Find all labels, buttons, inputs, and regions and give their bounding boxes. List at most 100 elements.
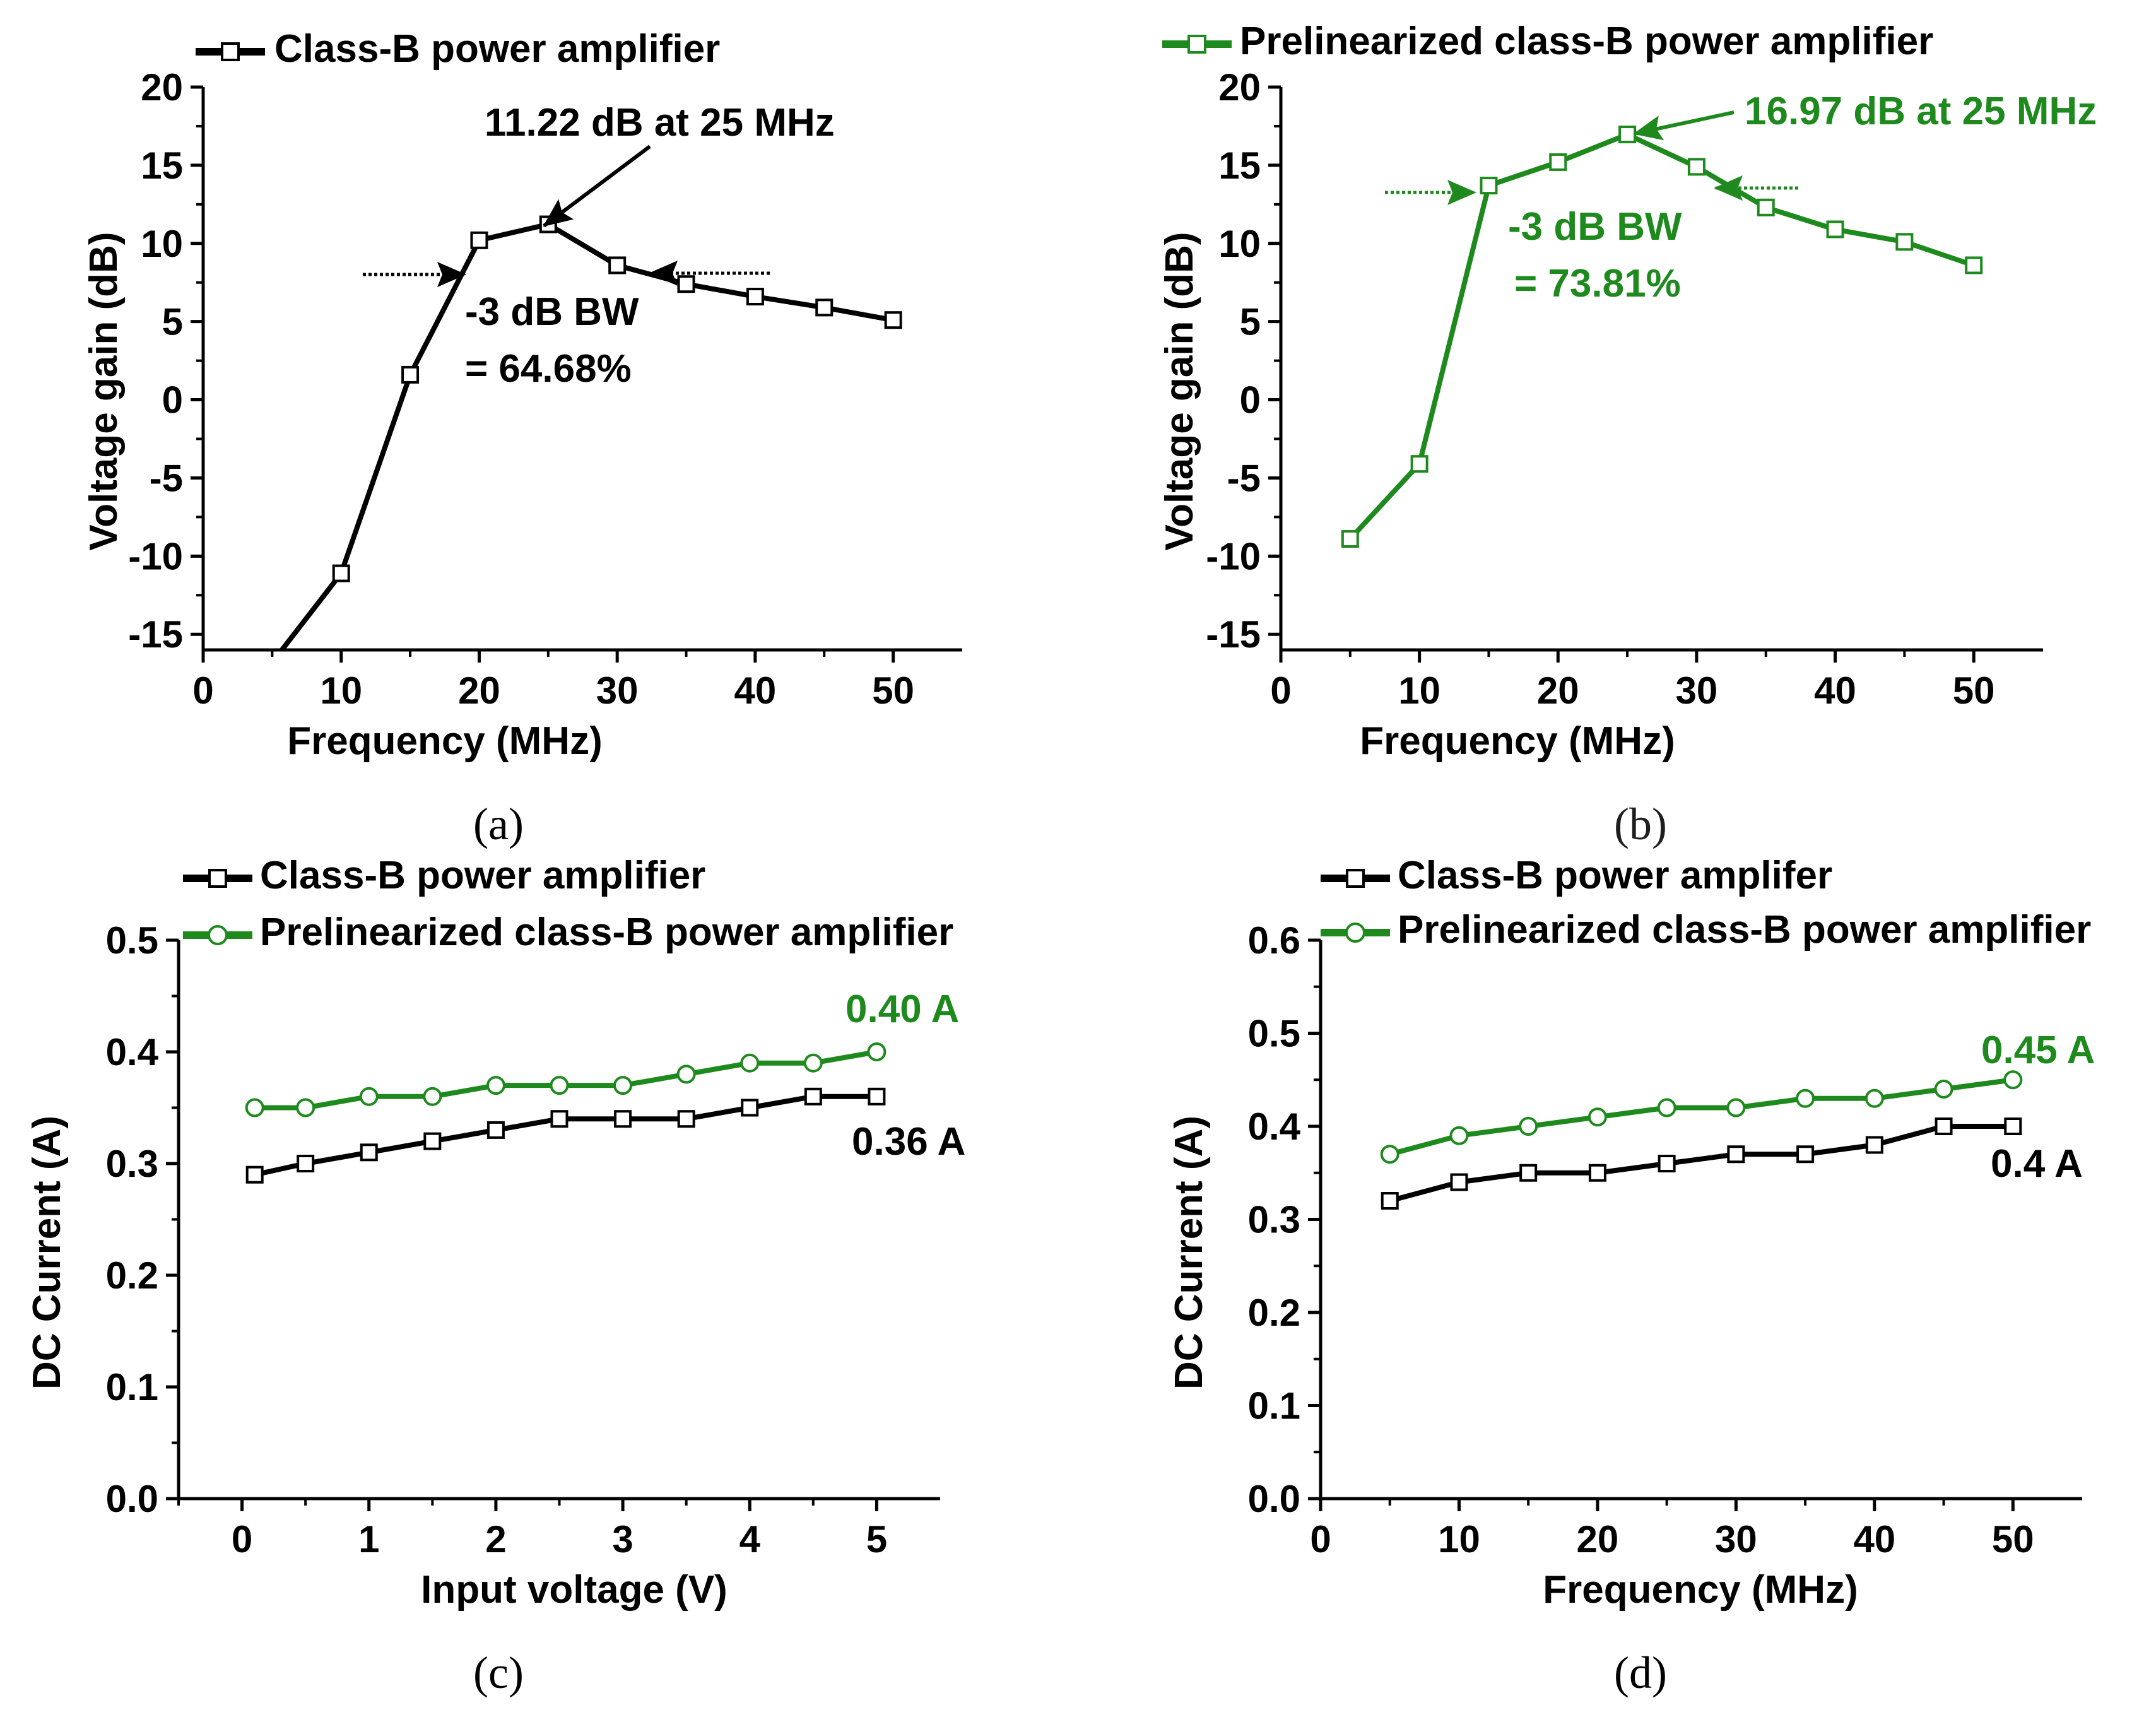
data-point [1381,1192,1399,1210]
bandwidth-annotation: -3 dB BW [465,290,639,334]
panel-b: Prelinearized class-B power amplifier 0 1… [1158,20,2097,849]
data-point [741,1099,759,1117]
data-point [677,1110,695,1128]
data-point [359,1087,379,1106]
y-tick-label: 0.4 [1248,1106,1301,1148]
data-point [803,1053,823,1073]
peak-arrow [1633,110,1735,141]
legend-label-black: Class-B power amplifer [1398,854,1832,897]
peak-annotation: 11.22 dB at 25 MHz [485,101,835,144]
y-tick-label: 20 [1218,66,1261,109]
end-value-black: 0.4 A [1991,1142,2083,1186]
legend-marker-green [1345,923,1365,943]
legend: Class-B power amplifier Prelinearized cl… [183,854,953,954]
legend-label-green: Prelinearized class-B power amplifier [260,911,953,954]
data-point [360,1143,378,1162]
y-tick-label: 0 [162,379,183,422]
y-tick-label: -15 [128,613,183,656]
bandwidth-annotation: -3 dB BW [1508,205,1682,249]
series-group [1380,1070,2023,1210]
legend-label-black: Class-B power amplifier [260,854,705,897]
data-point [1865,1136,1883,1154]
data-point [1796,1088,1815,1108]
legend-marker-green [208,925,228,945]
y-tick-label: -5 [1227,457,1261,499]
data-point [401,365,420,384]
legend-label: Class-B power amplifier [274,27,720,71]
legend-label: Prelinearized class-B power amplifier [1240,20,1933,63]
x-tick-label: 50 [1992,1518,2034,1560]
y-tick-label: 0.3 [106,1143,158,1185]
legend: Prelinearized class-B power amplifier [1162,20,1933,63]
y-axis-label: Voltage gain (dB) [82,232,126,550]
y-tick-label: 0.2 [1248,1292,1300,1334]
x-tick-label: 10 [1438,1518,1480,1560]
data-point [423,1132,442,1150]
y-axis-label: DC Current (A) [25,1116,69,1389]
y-tick-label: 0.0 [1248,1478,1300,1520]
y-tick-label: -10 [1206,535,1261,577]
y-tick-label: 5 [162,301,183,343]
x-tick-label: 30 [1676,669,1718,712]
y-tick-label: 0.1 [1248,1385,1300,1427]
data-point [1449,1126,1469,1145]
y-tick-label: 0.5 [1248,1013,1300,1055]
data-point [296,1098,315,1117]
data-point [1687,158,1705,176]
data-point [1519,1117,1538,1136]
series-line-0 [1348,132,1975,541]
x-tick-label: 40 [1814,669,1856,712]
data-point [1965,256,1983,274]
panel-caption: (b) [1614,799,1667,849]
axes: 0 10 20 30 40 50 0.0 0.1 0.2 0.3 0.4 0.5 0.6 [1248,919,2082,1560]
bandwidth-value: = 73.81% [1514,262,1681,305]
y-tick-label: 0.3 [1248,1199,1300,1241]
data-point [550,1110,568,1128]
y-tick-label: 0.5 [106,919,158,962]
panel-caption: (d) [1614,1648,1667,1698]
data-point [2003,1070,2023,1090]
series-group [278,215,902,650]
series-line-0 [1389,1124,2013,1203]
data-point [1727,1145,1745,1164]
x-tick-label: 3 [612,1518,633,1560]
data-point [550,1076,569,1095]
data-point [1864,1088,1884,1108]
y-tick-label: 5 [1240,301,1261,343]
data-point [1757,198,1775,216]
peak-arrow [543,144,651,228]
y-axis-label: DC Current (A) [1167,1116,1211,1389]
y-tick-label: 10 [1218,223,1261,265]
y-tick-label: 0.1 [106,1366,158,1408]
x-tick-label: 50 [1953,669,1995,712]
x-tick-label: 10 [320,669,362,712]
data-point [1657,1098,1676,1117]
data-point [1410,455,1428,473]
data-point [297,1155,315,1172]
data-point [1796,1145,1815,1164]
data-point [608,256,627,274]
axes: 0 1 2 3 4 5 0.0 0.1 0.2 0.3 0.4 0.5 [106,919,940,1560]
data-point [2004,1117,2022,1135]
end-value-green: 0.45 A [1981,1029,2095,1072]
data-point [613,1076,633,1095]
data-point [245,1165,264,1184]
y-tick-label: 0 [1240,379,1261,422]
data-point [884,311,902,329]
y-tick-label: 10 [141,223,183,265]
bandwidth-value: = 64.68% [465,347,632,391]
legend: Class-B power amplifier [196,27,720,71]
data-point [486,1121,505,1139]
data-point [1618,126,1637,144]
x-tick-label: 30 [596,669,639,712]
data-point [1480,177,1498,195]
panel-caption: (c) [473,1648,524,1698]
panel-d: Class-B power amplifer Prelinearized cla… [1167,854,2095,1698]
data-point [1935,1117,1953,1135]
x-axis-label: Frequency (MHz) [287,719,602,763]
y-tick-label: 0.2 [106,1254,158,1297]
data-point [740,1053,760,1073]
data-point [676,1064,696,1084]
legend-marker-black [1346,869,1365,888]
